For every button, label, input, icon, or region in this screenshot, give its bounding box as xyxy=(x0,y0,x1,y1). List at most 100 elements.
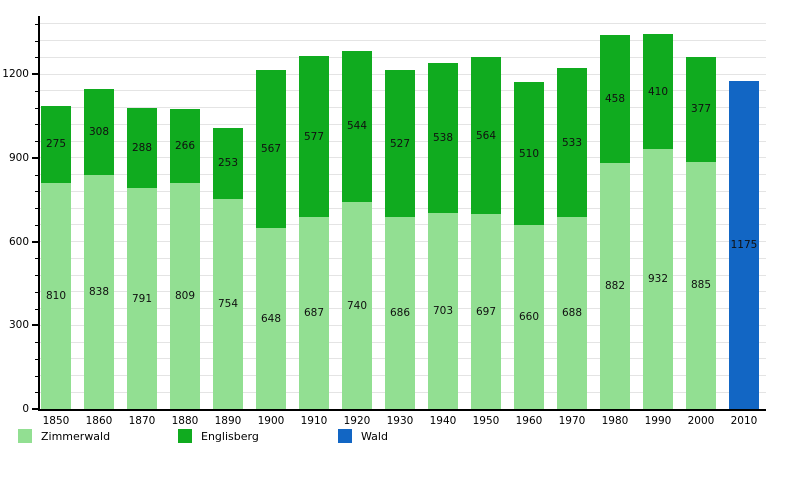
x-tick-label: 1940 xyxy=(429,415,457,427)
y-minor-tick xyxy=(35,107,40,109)
value-label: 410 xyxy=(647,85,669,98)
value-label: 697 xyxy=(475,305,497,318)
value-label: 510 xyxy=(518,147,540,160)
bar-segment-englisberg-1960: 510 xyxy=(514,82,544,225)
value-label: 308 xyxy=(88,126,110,139)
x-tick-label: 1920 xyxy=(343,415,371,427)
value-label: 686 xyxy=(389,307,411,320)
y-major-tick xyxy=(32,240,40,243)
value-label: 377 xyxy=(690,103,712,116)
y-minor-tick xyxy=(35,291,40,293)
y-minor-tick xyxy=(35,342,40,343)
value-label: 266 xyxy=(174,140,196,153)
bar-segment-zimmerwald-1870: 791 xyxy=(127,188,157,409)
y-minor-tick xyxy=(35,224,40,226)
value-label: 687 xyxy=(303,307,325,320)
bar-segment-englisberg-1870: 288 xyxy=(127,107,157,189)
legend-swatch-englisberg xyxy=(178,429,192,443)
x-tick-label: 1880 xyxy=(171,415,199,427)
x-tick-label: 2000 xyxy=(687,415,715,427)
y-major-tick xyxy=(32,408,40,410)
x-tick-label: 1980 xyxy=(601,415,629,427)
value-label: 253 xyxy=(217,157,239,170)
legend-label-wald: Wald xyxy=(361,429,388,443)
y-minor-tick xyxy=(35,308,40,310)
legend-swatch-zimmerwald xyxy=(18,429,32,443)
gridline xyxy=(40,56,766,58)
bar-segment-englisberg-1990: 410 xyxy=(643,34,673,149)
value-label: 809 xyxy=(174,290,196,303)
value-label: 882 xyxy=(604,279,626,292)
x-tick-label: 1930 xyxy=(386,415,414,427)
y-minor-tick xyxy=(35,40,40,42)
gridline xyxy=(40,23,766,25)
bar-segment-zimmerwald-1920: 740 xyxy=(342,202,372,409)
y-minor-tick xyxy=(35,141,40,142)
y-major-tick xyxy=(32,156,40,159)
value-label: 275 xyxy=(45,138,67,151)
bar-segment-englisberg-1890: 253 xyxy=(213,127,243,199)
x-tick-label: 1900 xyxy=(257,415,285,427)
x-tick-label: 1890 xyxy=(214,415,242,427)
bar-segment-zimmerwald-1940: 703 xyxy=(428,212,458,409)
legend-item-wald: Wald xyxy=(338,429,388,443)
bar-segment-englisberg-1940: 538 xyxy=(428,62,458,213)
value-label: 458 xyxy=(604,92,626,105)
value-label: 533 xyxy=(561,136,583,149)
value-label: 538 xyxy=(432,131,454,144)
x-tick-label: 1990 xyxy=(644,415,672,427)
x-tick-label: 1960 xyxy=(515,415,543,427)
bar-segment-zimmerwald-1880: 809 xyxy=(170,183,200,409)
bar-segment-englisberg-1910: 577 xyxy=(299,56,329,218)
value-label: 544 xyxy=(346,120,368,133)
value-label: 564 xyxy=(475,129,497,142)
y-minor-tick xyxy=(35,23,40,25)
y-minor-tick xyxy=(35,124,40,126)
legend-swatch-wald xyxy=(338,429,352,443)
y-minor-tick xyxy=(35,90,40,92)
y-major-tick xyxy=(32,73,40,75)
x-tick-label: 1910 xyxy=(300,415,328,427)
bar-segment-englisberg-1850: 275 xyxy=(41,106,71,183)
y-tick-label: 600 xyxy=(8,235,29,248)
bar-segment-zimmerwald-1980: 882 xyxy=(600,162,630,409)
value-label: 885 xyxy=(690,279,712,292)
value-label: 810 xyxy=(45,289,67,302)
gridline xyxy=(40,40,766,41)
x-tick-label: 1950 xyxy=(472,415,500,427)
y-axis xyxy=(38,16,40,411)
x-tick-label: 2010 xyxy=(730,415,758,427)
value-label: 703 xyxy=(432,304,454,317)
bar-segment-englisberg-1980: 458 xyxy=(600,34,630,163)
bar-segment-zimmerwald-2000: 885 xyxy=(686,161,716,409)
bar-segment-englisberg-2000: 377 xyxy=(686,56,716,162)
legend-label-englisberg: Englisberg xyxy=(201,429,259,443)
bar-segment-englisberg-1970: 533 xyxy=(557,68,587,217)
bar-segment-englisberg-1900: 567 xyxy=(256,69,286,229)
y-minor-tick xyxy=(35,275,40,276)
y-tick-label: 0 xyxy=(22,403,29,415)
x-tick-label: 1860 xyxy=(85,415,113,427)
x-tick-label: 1870 xyxy=(128,415,156,427)
bar-segment-zimmerwald-1850: 810 xyxy=(41,182,71,409)
bar-segment-zimmerwald-1990: 932 xyxy=(643,148,673,409)
value-label: 791 xyxy=(131,292,153,305)
bar-segment-zimmerwald-1900: 648 xyxy=(256,228,286,409)
y-minor-tick xyxy=(35,191,40,193)
bar-segment-englisberg-1880: 266 xyxy=(170,108,200,184)
value-label: 648 xyxy=(260,312,282,325)
bar-segment-zimmerwald-1960: 660 xyxy=(514,224,544,409)
y-minor-tick xyxy=(35,392,40,394)
y-minor-tick xyxy=(35,174,40,176)
bar-segment-zimmerwald-1910: 687 xyxy=(299,217,329,409)
bar-segment-zimmerwald-1970: 688 xyxy=(557,216,587,409)
y-tick-label: 900 xyxy=(8,151,29,164)
value-label: 838 xyxy=(88,286,110,299)
bar-segment-englisberg-1920: 544 xyxy=(342,50,372,203)
legend-item-englisberg: Englisberg xyxy=(178,429,259,443)
bar-segment-englisberg-1860: 308 xyxy=(84,89,114,176)
bar-segment-zimmerwald-1930: 686 xyxy=(385,217,415,409)
legend-item-zimmerwald: Zimmerwald xyxy=(18,429,110,443)
y-minor-tick xyxy=(35,57,40,59)
